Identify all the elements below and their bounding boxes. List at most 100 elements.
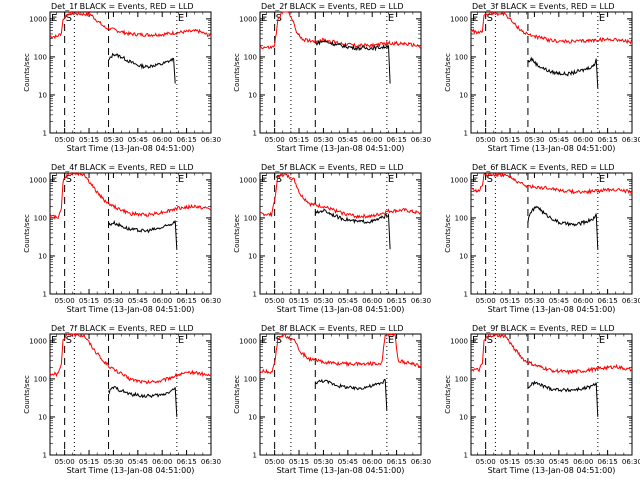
y-axis-title: Counts/sec xyxy=(444,214,452,253)
marker-label: S xyxy=(276,13,282,24)
y-tick-label: 1000 xyxy=(239,337,257,345)
x-tick-label: 05:45 xyxy=(128,136,148,144)
events-series-line xyxy=(527,380,599,417)
marker-label: E xyxy=(599,13,605,24)
marker-label: E xyxy=(599,335,605,346)
marker-label: E xyxy=(51,335,57,346)
events-series-line xyxy=(315,39,391,84)
panel-title: Det_1f BLACK = Events, RED = LLD xyxy=(51,2,194,11)
x-tick-label: 05:15 xyxy=(289,136,309,144)
x-tick-label: 05:00 xyxy=(265,458,285,466)
marker-label: S xyxy=(66,174,72,185)
y-tick-label: 100 xyxy=(455,53,468,61)
y-axis-title: Counts/sec xyxy=(233,214,241,253)
x-tick-label: 05:00 xyxy=(476,297,496,305)
x-axis-title: Start Time (13-Jan-08 04:51:00) xyxy=(488,466,616,475)
events-series-line xyxy=(527,205,599,250)
panel-title: Det_7f BLACK = Events, RED = LLD xyxy=(51,324,194,333)
panel-title: Det_3f BLACK = Events, RED = LLD xyxy=(472,2,615,11)
y-tick-label: 10 xyxy=(459,413,468,421)
plot-frame xyxy=(259,11,422,134)
y-tick-label: 10 xyxy=(248,252,257,260)
x-tick-label: 05:00 xyxy=(265,136,285,144)
plot-frame xyxy=(259,172,422,295)
y-tick-label: 10 xyxy=(248,91,257,99)
x-tick-label: 05:00 xyxy=(265,297,285,305)
x-tick-label: 06:00 xyxy=(573,136,593,144)
marker-label: S xyxy=(487,174,493,185)
x-tick-label: 06:30 xyxy=(201,458,221,466)
events-series-line xyxy=(108,219,178,250)
detector-panel: Det_8f BLACK = Events, RED = LLD 1 10 100 10… xyxy=(233,324,431,475)
x-tick-label: 05:45 xyxy=(549,136,569,144)
y-tick-label: 1000 xyxy=(239,15,257,23)
y-tick-label: 10 xyxy=(38,252,47,260)
marker-label: S xyxy=(66,335,72,346)
x-tick-label: 06:00 xyxy=(573,297,593,305)
x-tick-label: 05:45 xyxy=(549,297,569,305)
x-tick-label: 05:15 xyxy=(500,136,520,144)
lld-series-line xyxy=(49,333,212,385)
panel-title: Det_5f BLACK = Events, RED = LLD xyxy=(261,163,404,172)
y-tick-label: 100 xyxy=(34,214,47,222)
events-series-line xyxy=(314,378,388,411)
y-tick-label: 1000 xyxy=(450,176,468,184)
lld-series-line xyxy=(259,172,422,220)
x-tick-label: 06:30 xyxy=(201,136,221,144)
y-axis-title: Counts/sec xyxy=(23,375,31,414)
detector-panel: Det_6f BLACK = Events, RED = LLD 1 10 100 10… xyxy=(444,163,640,314)
y-tick-label: 1000 xyxy=(29,337,47,345)
lld-series-line xyxy=(259,11,422,50)
x-tick-label: 06:15 xyxy=(598,136,618,144)
events-series-line xyxy=(108,52,176,84)
x-tick-label: 05:00 xyxy=(476,458,496,466)
y-tick-label: 1 xyxy=(253,130,257,138)
panel-title: Det_2f BLACK = Events, RED = LLD xyxy=(261,2,404,11)
detector-panel: Det_4f BLACK = Events, RED = LLD 1 10 100 10… xyxy=(23,163,221,314)
x-tick-label: 06:15 xyxy=(387,297,407,305)
panel-title: Det_6f BLACK = Events, RED = LLD xyxy=(472,163,615,172)
x-tick-label: 06:30 xyxy=(622,458,640,466)
x-tick-label: 06:30 xyxy=(201,297,221,305)
y-tick-label: 10 xyxy=(248,413,257,421)
y-axis-title: Counts/sec xyxy=(233,53,241,92)
x-tick-label: 05:30 xyxy=(524,136,544,144)
x-axis-title: Start Time (13-Jan-08 04:51:00) xyxy=(488,305,616,314)
x-axis-title: Start Time (13-Jan-08 04:51:00) xyxy=(277,144,405,153)
x-tick-label: 06:00 xyxy=(152,136,172,144)
marker-label: S xyxy=(487,335,493,346)
marker-label: E xyxy=(388,335,394,346)
marker-label: S xyxy=(276,335,282,346)
x-tick-label: 06:30 xyxy=(411,458,431,466)
marker-label: E xyxy=(261,13,267,24)
x-axis-title: Start Time (13-Jan-08 04:51:00) xyxy=(277,305,405,314)
y-tick-label: 1 xyxy=(464,291,468,299)
x-tick-label: 05:15 xyxy=(79,136,99,144)
x-tick-label: 05:15 xyxy=(289,458,309,466)
marker-label: E xyxy=(178,174,184,185)
y-tick-label: 10 xyxy=(38,413,47,421)
detector-panel: Det_2f BLACK = Events, RED = LLD 1 10 100 10… xyxy=(233,2,431,153)
x-tick-label: 05:15 xyxy=(79,297,99,305)
x-tick-label: 06:00 xyxy=(573,458,593,466)
marker-label: E xyxy=(178,335,184,346)
y-tick-label: 100 xyxy=(34,375,47,383)
x-tick-label: 06:15 xyxy=(177,458,197,466)
x-tick-label: 05:45 xyxy=(338,297,358,305)
y-tick-label: 10 xyxy=(459,91,468,99)
y-tick-label: 10 xyxy=(459,252,468,260)
y-tick-label: 100 xyxy=(455,214,468,222)
marker-label: E xyxy=(51,174,57,185)
events-series-line xyxy=(527,56,599,89)
y-axis-title: Counts/sec xyxy=(233,375,241,414)
x-tick-label: 05:45 xyxy=(128,458,148,466)
marker-label: E xyxy=(472,335,478,346)
marker-label: S xyxy=(66,13,72,24)
x-tick-label: 05:30 xyxy=(313,458,333,466)
y-tick-label: 1 xyxy=(43,452,47,460)
x-tick-label: 06:30 xyxy=(411,297,431,305)
x-tick-label: 05:00 xyxy=(55,458,75,466)
x-tick-label: 05:30 xyxy=(313,297,333,305)
marker-label: S xyxy=(276,174,282,185)
y-tick-label: 1000 xyxy=(450,337,468,345)
